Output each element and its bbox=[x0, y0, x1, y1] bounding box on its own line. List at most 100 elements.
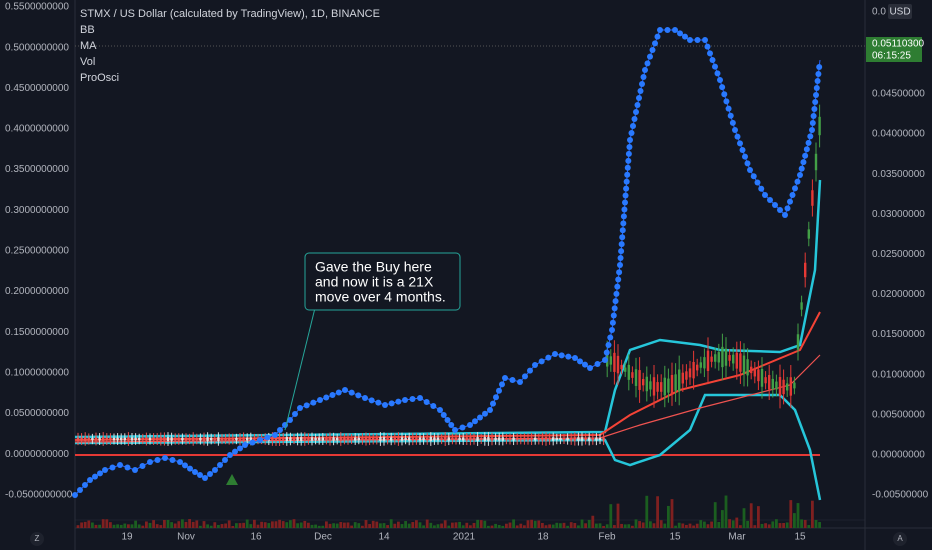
volume-bar bbox=[332, 523, 335, 528]
volume-bar bbox=[339, 522, 343, 528]
volume-bar bbox=[335, 523, 339, 528]
candle-body bbox=[663, 377, 666, 396]
osc-dot bbox=[621, 206, 628, 213]
candle-body bbox=[570, 437, 573, 441]
volume-bar bbox=[123, 523, 127, 528]
osc-dot bbox=[355, 392, 362, 399]
candle-body bbox=[458, 437, 461, 441]
candle-body bbox=[501, 437, 504, 441]
volume-bar bbox=[227, 520, 231, 528]
volume-bar bbox=[505, 523, 508, 528]
volume-bar bbox=[217, 524, 220, 528]
volume-bar bbox=[80, 522, 83, 528]
osc-dot bbox=[169, 457, 176, 463]
volume-bar bbox=[818, 522, 821, 528]
candle-body bbox=[735, 352, 738, 369]
auto-button[interactable] bbox=[893, 532, 907, 546]
candle-body bbox=[498, 437, 501, 441]
osc-dot bbox=[187, 465, 193, 472]
osc-dot bbox=[772, 202, 778, 208]
candle-body bbox=[548, 437, 551, 441]
annotation-line: move over 4 months. bbox=[315, 289, 446, 305]
candle-body bbox=[753, 368, 756, 377]
osc-dot bbox=[609, 319, 616, 326]
left-axis-label: 0.2000000000 bbox=[5, 286, 69, 297]
annotation-line: Gave the Buy here bbox=[315, 259, 432, 275]
volume-bar bbox=[497, 524, 501, 528]
volume-bar bbox=[285, 522, 289, 528]
volume-bar bbox=[94, 524, 98, 528]
candle-body bbox=[354, 437, 357, 441]
candle-body bbox=[220, 437, 224, 441]
candle-body bbox=[688, 368, 692, 378]
volume-bar bbox=[447, 525, 451, 528]
volume-bar bbox=[807, 525, 811, 528]
indicator-label[interactable]: ProOsci bbox=[80, 72, 119, 84]
osc-dot bbox=[617, 262, 623, 268]
volume-bar bbox=[523, 525, 526, 528]
volume-bar bbox=[134, 520, 137, 528]
osc-dot bbox=[615, 276, 622, 283]
osc-dot bbox=[375, 399, 382, 406]
osc-dot bbox=[702, 37, 708, 43]
osc-dot bbox=[800, 159, 807, 166]
volume-bar bbox=[379, 523, 382, 528]
candle-body bbox=[177, 437, 180, 441]
osc-dot bbox=[652, 40, 658, 47]
volume-bar bbox=[775, 519, 778, 528]
bb-upper bbox=[74, 179, 822, 439]
volume-bar bbox=[479, 520, 483, 528]
candle-body bbox=[703, 357, 706, 369]
osc-dot bbox=[719, 84, 726, 91]
left-axis-label: 0.1500000000 bbox=[5, 327, 69, 338]
time-axis-label: 16 bbox=[250, 532, 262, 543]
osc-dot bbox=[538, 358, 545, 365]
volume-bar bbox=[166, 519, 170, 528]
left-axis-label: 0.1000000000 bbox=[5, 367, 69, 378]
volume-bar bbox=[83, 521, 87, 528]
candle-body bbox=[390, 437, 393, 441]
osc-dot bbox=[707, 50, 713, 57]
osc-dot bbox=[227, 452, 233, 458]
volume-bar bbox=[199, 525, 202, 528]
candle-body bbox=[84, 437, 87, 441]
osc-dot bbox=[212, 467, 218, 473]
osc-dot bbox=[617, 255, 624, 262]
annotation-line: and now it is a 21X bbox=[315, 274, 434, 290]
currency-badge[interactable] bbox=[888, 4, 912, 19]
candle-body bbox=[307, 437, 310, 441]
candle-body bbox=[706, 350, 710, 371]
osc-dot bbox=[423, 399, 430, 405]
volume-bar bbox=[98, 524, 101, 528]
volume-bar bbox=[245, 519, 249, 528]
volume-bar bbox=[343, 522, 346, 528]
volume-bar bbox=[389, 519, 393, 528]
candle-body bbox=[800, 302, 803, 310]
osc-dot bbox=[809, 127, 815, 133]
indicator-label[interactable]: Vol bbox=[80, 56, 95, 68]
osc-dot bbox=[303, 402, 310, 409]
candle-body bbox=[116, 437, 119, 441]
osc-dot bbox=[154, 457, 161, 463]
candle-body bbox=[429, 437, 432, 441]
volume-bar bbox=[235, 523, 238, 528]
right-axis-label: 0.04000000 bbox=[872, 129, 925, 140]
osc-dot bbox=[622, 199, 628, 206]
volume-bar bbox=[739, 525, 742, 528]
volume-bar bbox=[220, 524, 224, 528]
candle-body bbox=[408, 437, 411, 441]
volume-bar bbox=[202, 521, 206, 528]
candle-body bbox=[580, 437, 584, 441]
osc-dot bbox=[687, 37, 693, 43]
volume-bar bbox=[735, 517, 739, 528]
osc-dot bbox=[747, 167, 753, 173]
candle-body bbox=[717, 352, 720, 363]
indicator-label[interactable]: BB bbox=[80, 24, 95, 36]
indicator-label[interactable]: MA bbox=[80, 40, 97, 52]
candle-body bbox=[728, 355, 731, 361]
zoom-button[interactable] bbox=[30, 532, 44, 546]
candle-body bbox=[400, 437, 404, 441]
osc-dot bbox=[657, 27, 663, 33]
osc-dot bbox=[611, 305, 618, 312]
osc-dot bbox=[192, 469, 198, 475]
